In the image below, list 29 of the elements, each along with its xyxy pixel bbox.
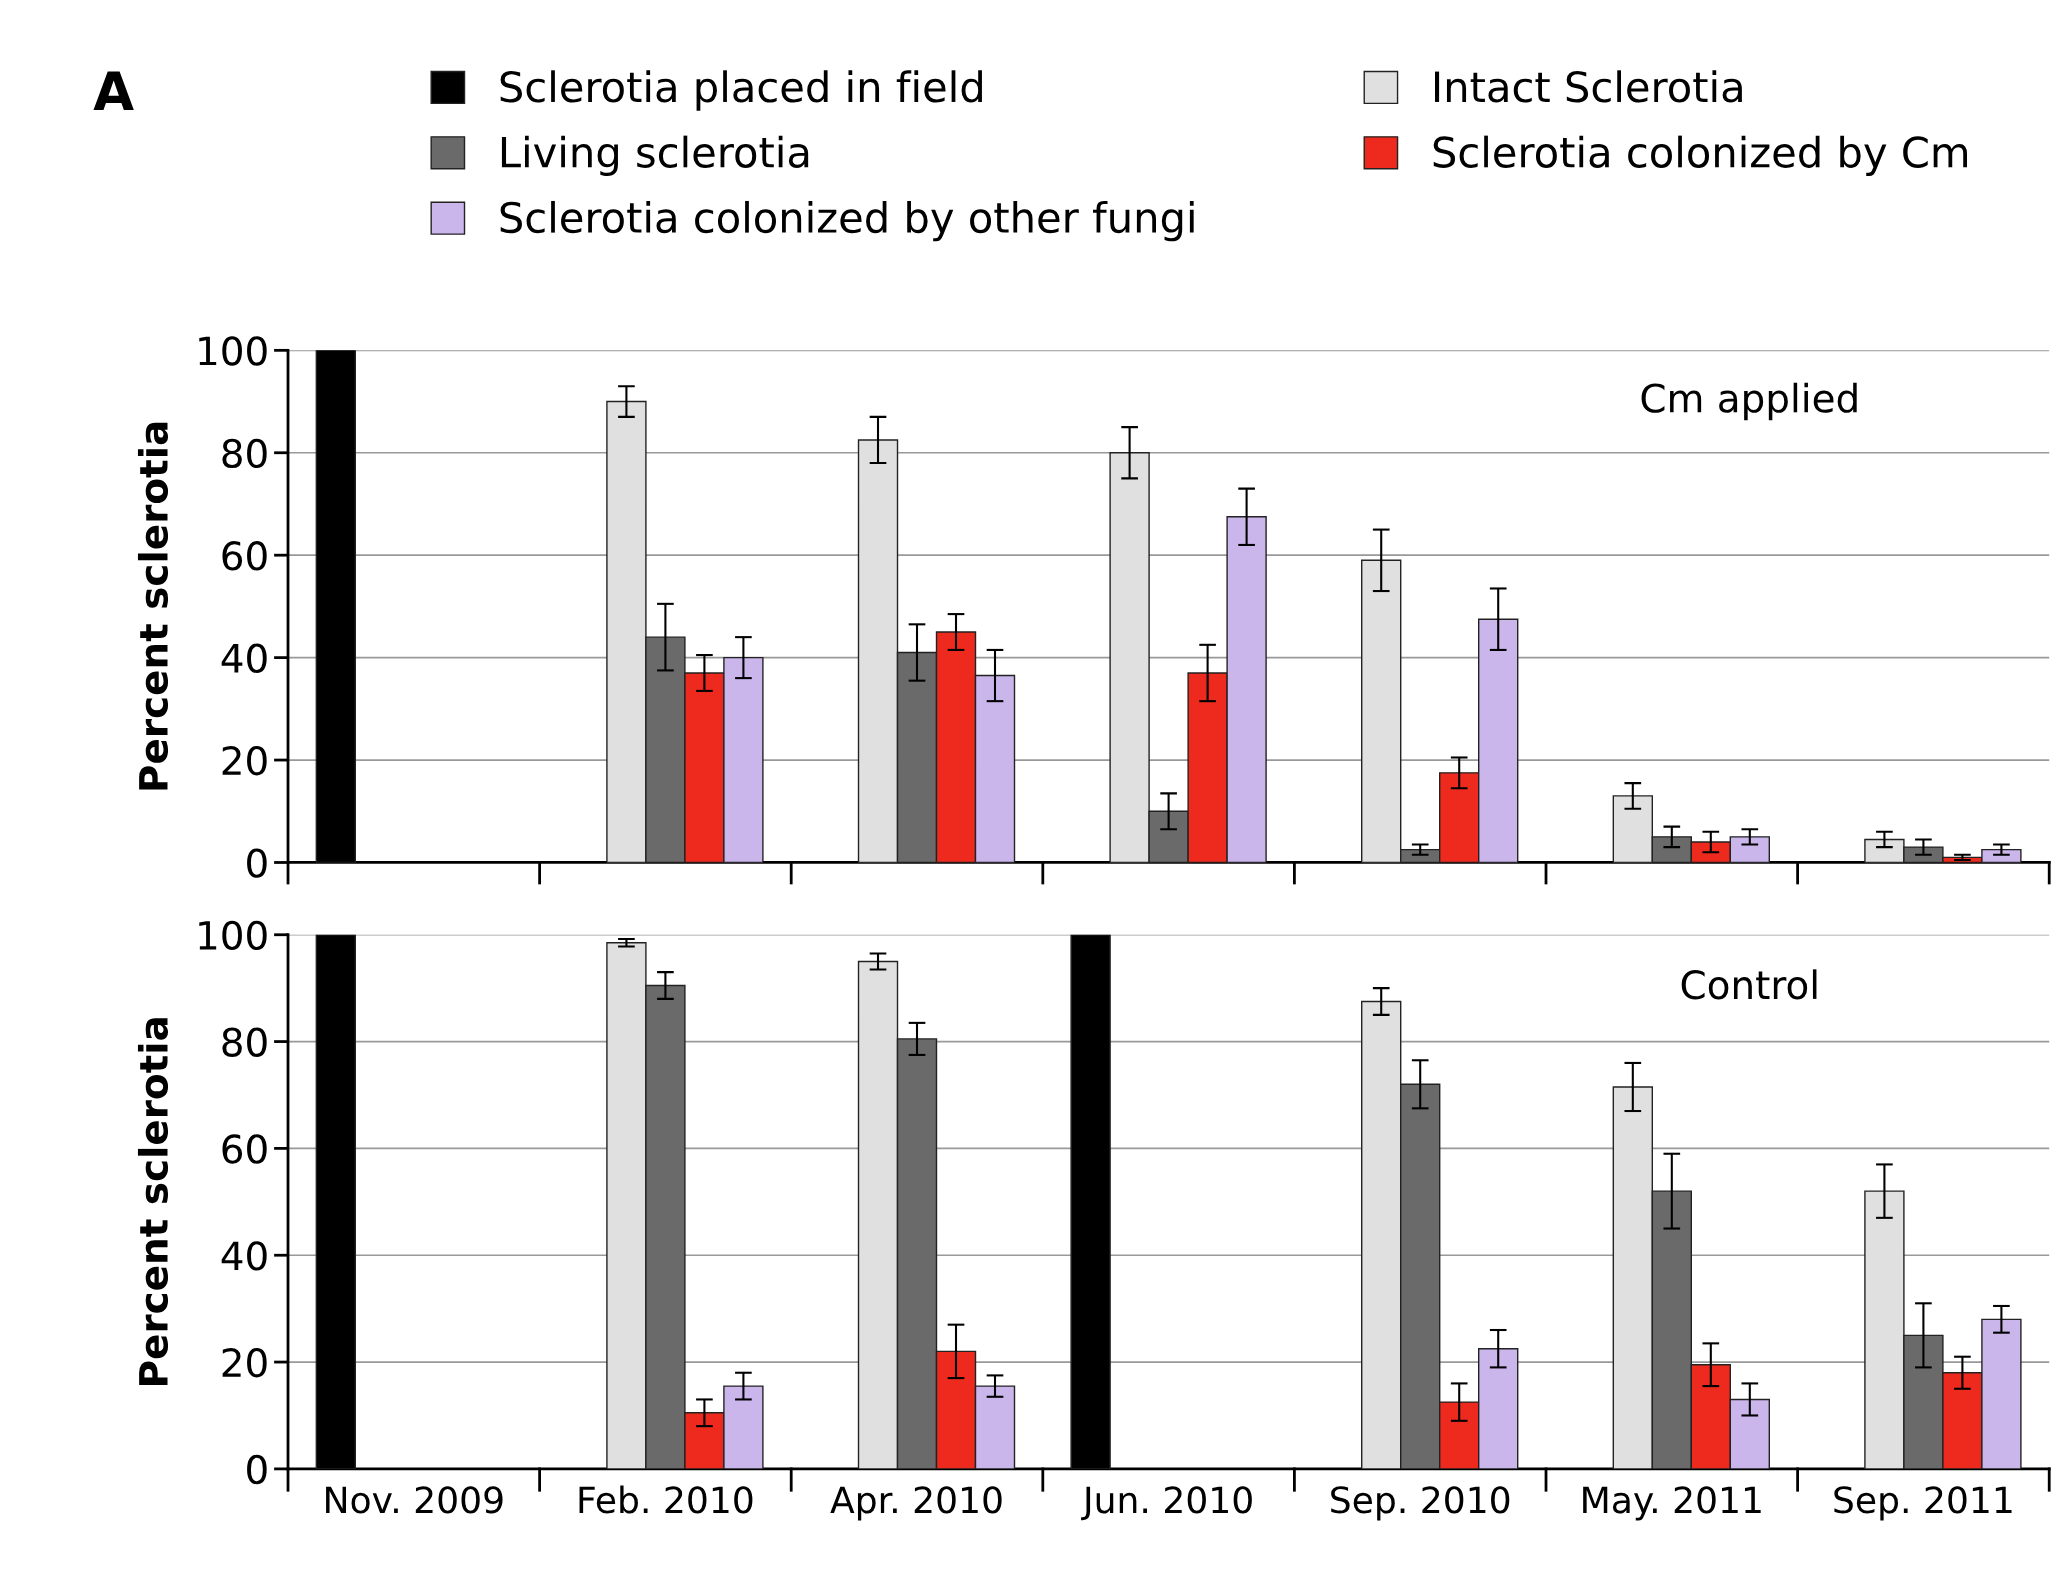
legend-label: Intact Sclerotia xyxy=(1434,70,1742,103)
y-tick-label: 40 xyxy=(221,1241,267,1271)
text: A xyxy=(93,71,134,110)
x-tick-label: Sep. 2011 xyxy=(1834,1486,2012,1521)
y-tick-label: 80 xyxy=(222,438,267,469)
y-tick-label: 100 xyxy=(199,336,267,366)
y-tick-label: 40 xyxy=(221,643,267,673)
x-tick-label: Nov. 2009 xyxy=(326,1486,503,1514)
y-tick-label: 0 xyxy=(247,848,267,878)
y-tick-label: 60 xyxy=(222,1134,267,1164)
y-tick-label: 80 xyxy=(222,1027,267,1057)
x-tick-label: Feb. 2010 xyxy=(579,1485,753,1514)
y-tick-label: 0 xyxy=(247,1454,267,1485)
x-tick-label: Sep. 2010 xyxy=(1331,1486,1510,1521)
annotation: Cm applied xyxy=(1641,382,1857,421)
legend-label: Sclerotia colonized by other fungi xyxy=(500,200,1194,242)
x-tick-label: Jun. 2010 xyxy=(1081,1486,1252,1521)
legend-label: Sclerotia placed in field xyxy=(500,70,982,111)
y-tick-label: 60 xyxy=(222,541,267,571)
x-tick-label: Apr. 2010 xyxy=(830,1486,1002,1521)
y-tick-label: 20 xyxy=(222,1347,267,1378)
y-tick-label: 20 xyxy=(222,745,267,776)
y-tick-label: 100 xyxy=(199,920,267,951)
legend-label: Living sclerotia xyxy=(501,135,809,176)
y-axis-title: Percent sclerotia xyxy=(137,1018,169,1385)
annotation: Control xyxy=(1681,969,1817,1000)
legend-label: Sclerotia colonized by Cm xyxy=(1433,135,1967,176)
x-tick-label: May. 2011 xyxy=(1583,1486,1761,1521)
y-axis-title: Percent sclerotia xyxy=(137,422,169,790)
